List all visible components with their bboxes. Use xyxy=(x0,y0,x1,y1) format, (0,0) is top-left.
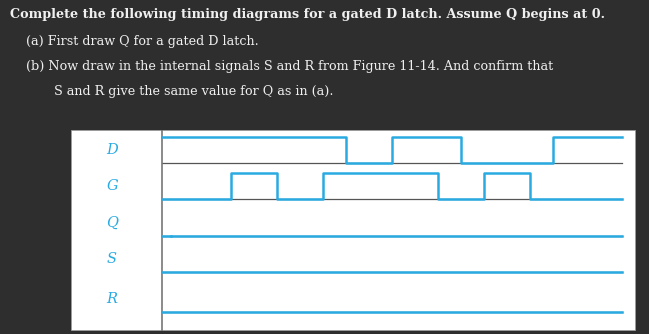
Text: Q: Q xyxy=(106,215,118,229)
Text: S and R give the same value for Q as in (a).: S and R give the same value for Q as in … xyxy=(10,85,333,98)
Text: R: R xyxy=(106,292,117,306)
Text: S: S xyxy=(107,252,117,266)
Text: D: D xyxy=(106,143,118,157)
Text: (a) First draw Q for a gated D latch.: (a) First draw Q for a gated D latch. xyxy=(10,35,258,48)
Text: (b) Now draw in the internal signals S and R from Figure 11-14. And confirm that: (b) Now draw in the internal signals S a… xyxy=(10,60,553,73)
Text: Complete the following timing diagrams for a gated D latch. Assume Q begins at 0: Complete the following timing diagrams f… xyxy=(10,8,605,21)
Text: G: G xyxy=(106,179,118,193)
